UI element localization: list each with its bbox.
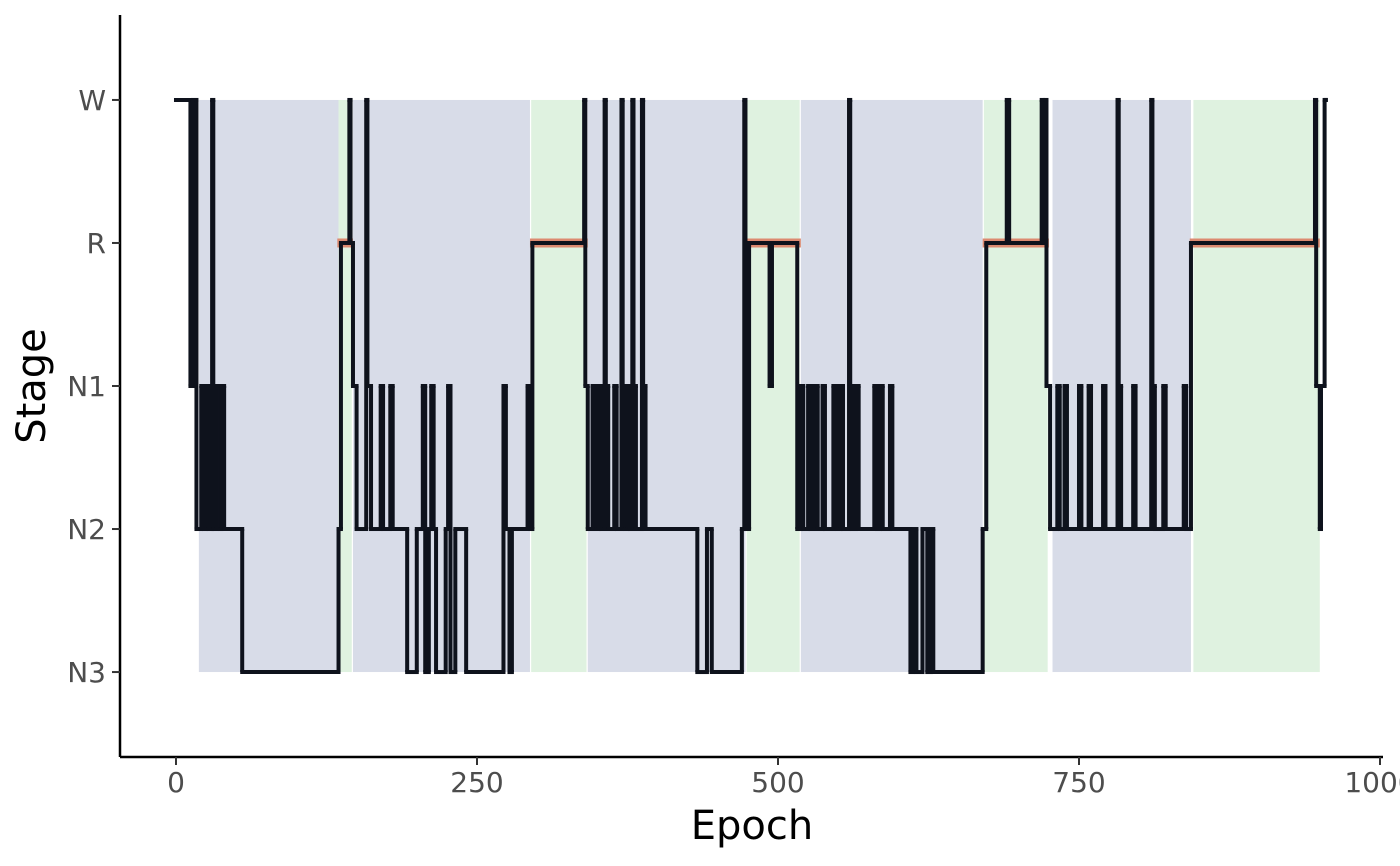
x-tick-label: 250 (450, 766, 503, 799)
y-tick-label: N1 (67, 370, 106, 403)
x-axis-title: Epoch (691, 803, 813, 849)
x-tick-label: 1000 (1344, 766, 1400, 799)
stage-band (1193, 99, 1320, 673)
x-tick-label: 750 (1052, 766, 1105, 799)
y-tick-label: N3 (67, 656, 106, 689)
y-tick-label: W (78, 84, 106, 117)
stage-band (531, 99, 587, 673)
x-tick-label: 0 (167, 766, 185, 799)
stage-band (983, 99, 1048, 673)
y-tick-label: R (87, 227, 106, 260)
stage-band (587, 99, 746, 673)
y-axis-title: Stage (9, 328, 55, 444)
y-tick-label: N2 (67, 513, 106, 546)
x-tick-label: 500 (751, 766, 804, 799)
